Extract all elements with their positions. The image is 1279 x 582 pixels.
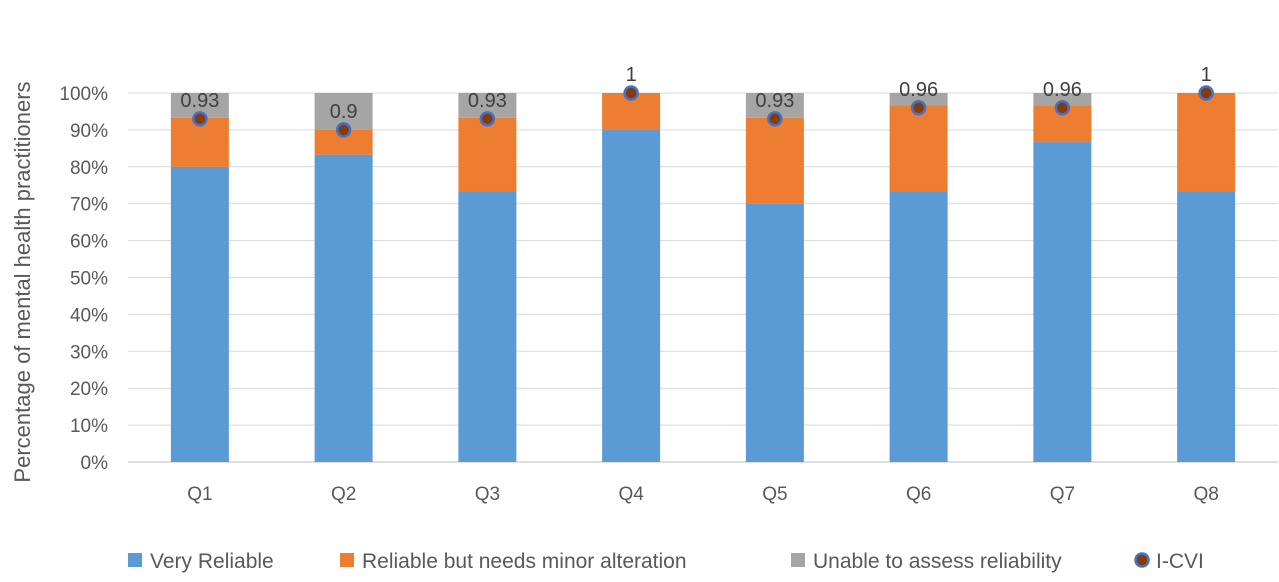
icvi-marker [623,85,639,101]
y-tick-label: 30% [70,342,108,363]
bars [170,93,1236,463]
legend-label: Unable to assess reliability [813,550,1062,573]
bar-q3-series-1 [458,191,517,462]
icvi-markers [192,85,1214,138]
legend-label: Reliable but needs minor alteration [362,550,687,573]
y-tick-label: 80% [70,158,108,179]
icvi-data-label: 0.93 [468,90,507,112]
bar-q5-series-1 [745,203,804,462]
icvi-data-label: 0.93 [180,90,219,112]
icvi-marker [1198,85,1214,101]
x-tick-label: Q1 [187,484,212,505]
y-tick-label: 50% [70,269,108,290]
icvi-data-label: 1 [1201,64,1212,86]
bar-q5-series-2 [745,117,804,204]
bar-q4-series-1 [602,129,661,462]
legend-marker [1134,552,1150,568]
bar-q7-series-1 [1033,142,1092,462]
icvi-marker [192,111,208,127]
icvi-marker [479,111,496,127]
y-tick-label: 60% [70,232,108,253]
icvi-data-label: 0.96 [899,79,938,101]
legend-swatch [340,553,354,567]
icvi-data-label: 1 [626,64,637,86]
x-tick-label: Q3 [475,484,500,505]
y-tick-label: 100% [59,84,108,105]
x-tick-label: Q7 [1050,484,1075,505]
x-tick-label: Q6 [906,484,931,505]
legend-swatch [791,553,805,567]
icvi-marker [910,100,927,116]
x-axis-ticks: Q1 Q2 Q3 Q4 Q5 Q6 Q7 Q8 [187,484,1219,505]
bar-q3-series-2 [458,117,517,192]
gridlines [128,92,1278,463]
y-tick-label: 90% [70,121,108,142]
bar-q6-series-1 [889,191,948,462]
bar-q8-series-2 [1177,93,1236,192]
icvi-marker [767,111,783,127]
bar-q7-series-3 [1033,93,1092,106]
x-tick-label: Q5 [762,484,787,505]
icvi-data-label: 0.96 [1043,79,1082,101]
bar-q8-series-1 [1177,191,1236,462]
bar-q1-series-1 [170,166,229,463]
x-tick-label: Q2 [331,484,356,505]
x-tick-label: Q4 [618,484,644,505]
y-tick-label: 10% [70,416,108,437]
icvi-data-label: 0.9 [330,101,358,123]
x-tick-label: Q8 [1193,484,1218,505]
bar-q6-series-2 [889,105,948,192]
legend: Very Reliable Reliable but needs minor al… [128,550,1204,573]
icvi-data-label: 0.93 [755,90,794,112]
legend-label: Very Reliable [150,550,274,573]
y-axis-ticks: 0% 10% 20% 30% 40% 50% 60% 70% 80% 90% 100% [59,84,108,474]
y-tick-label: 20% [70,379,108,400]
y-tick-label: 70% [70,195,108,216]
bar-q6-series-3 [889,93,948,106]
icvi-marker [1054,100,1071,116]
icvi-marker [335,122,352,138]
legend-label: I-CVI [1156,550,1204,573]
y-axis-title: Percentage of mental health practitioner… [10,81,35,482]
icvi-labels: 0.93 0.9 0.93 1 0.93 0.96 0.96 1 [180,64,1211,123]
y-tick-label: 0% [81,453,109,474]
y-tick-label: 40% [70,305,108,326]
legend-swatch [128,553,142,567]
bar-q2-series-1 [314,154,373,463]
